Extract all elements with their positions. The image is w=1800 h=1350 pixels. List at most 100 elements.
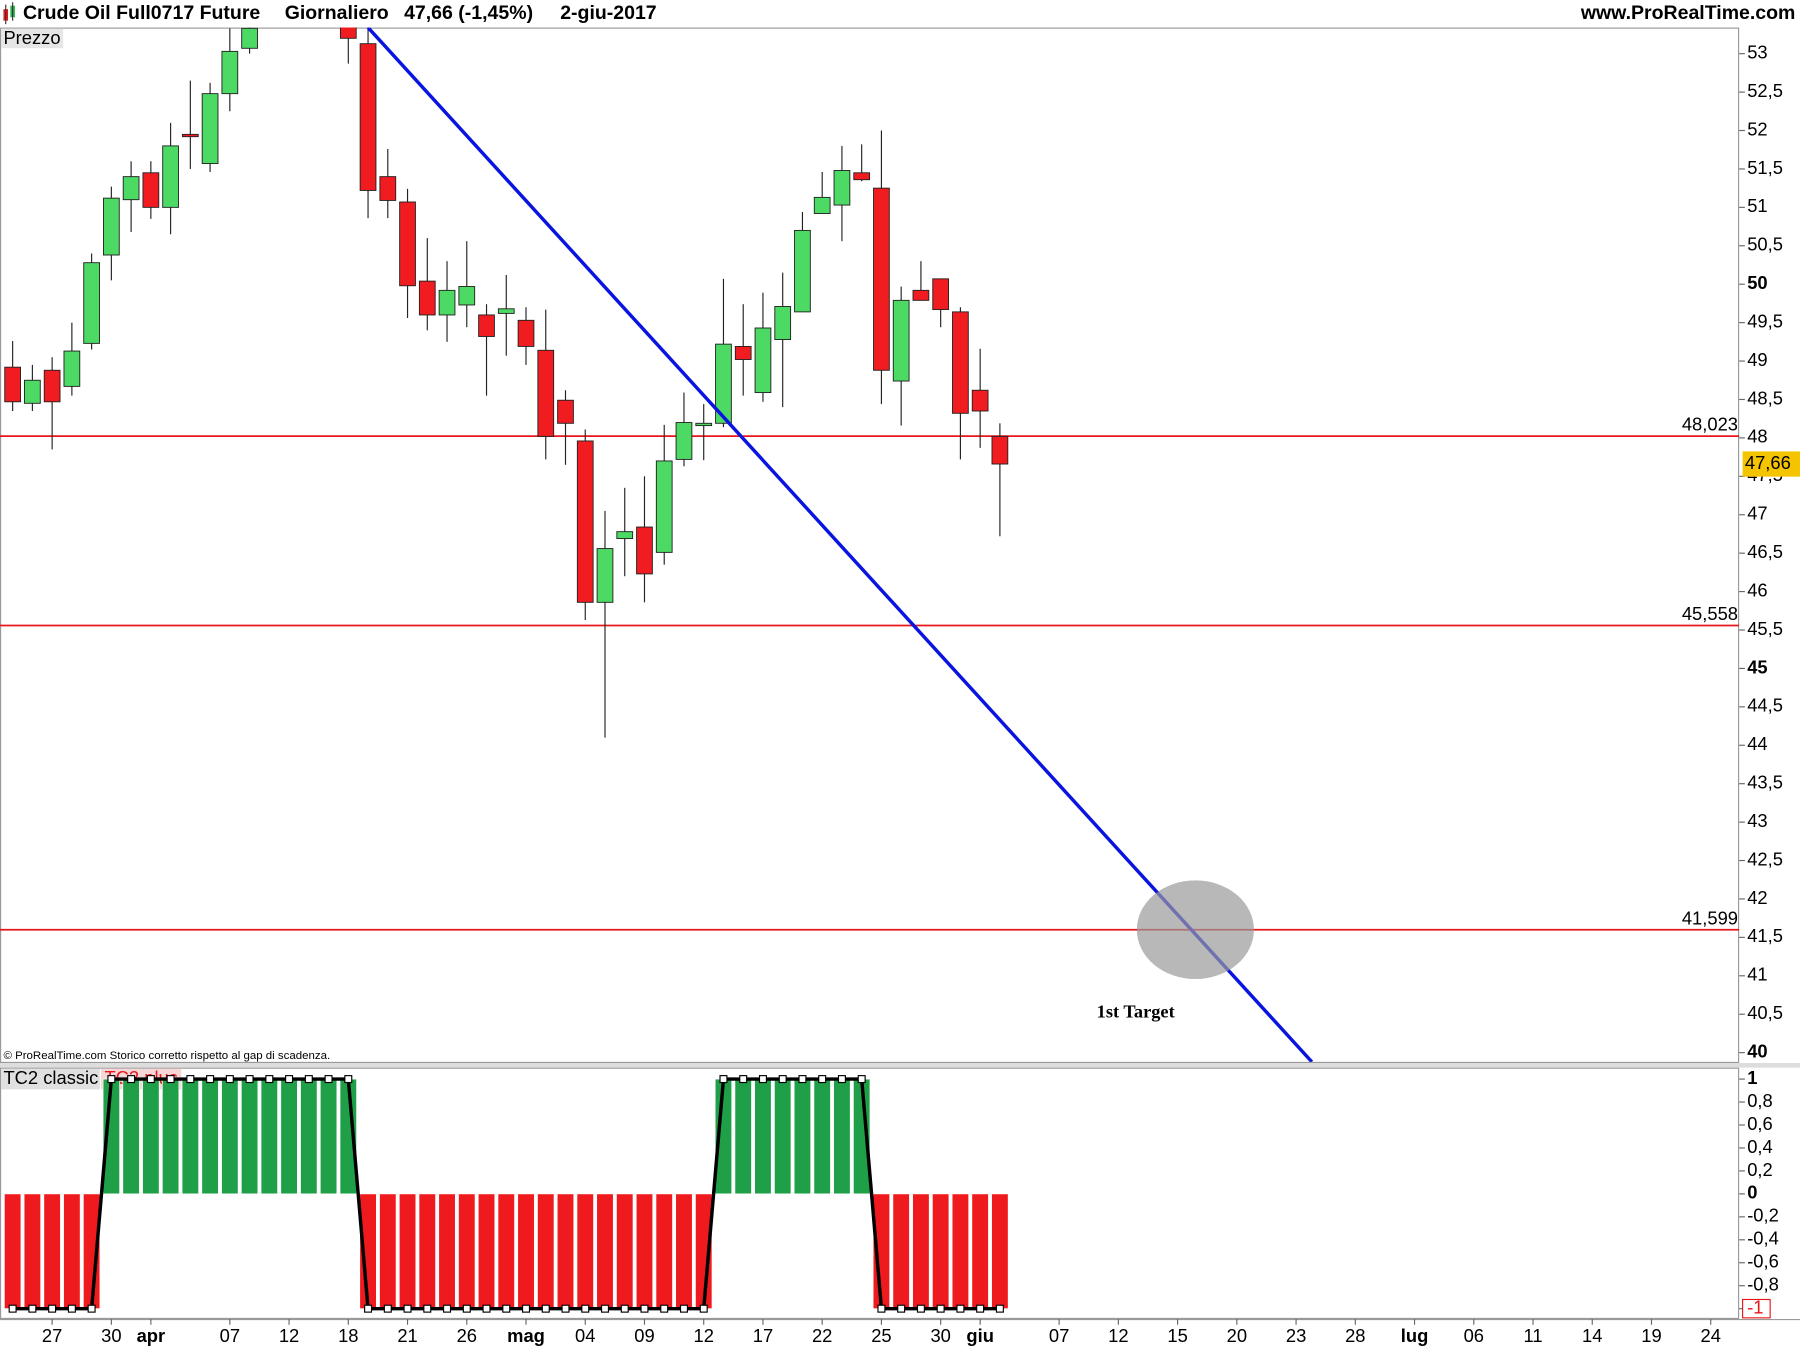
price-frame [0,27,1740,1064]
y-tick-label: 42,5 [1747,848,1783,869]
indicator-bar [892,1193,910,1310]
y-tick-label: 0,2 [1747,1159,1773,1180]
candle-body [142,172,160,208]
indicator-bar [280,1078,298,1195]
candle-body [399,201,416,287]
indicator-point [67,1304,76,1313]
indicator-bar [754,1078,772,1195]
indicator-point [285,1075,294,1084]
x-tick-label: 04 [575,1325,595,1346]
indicator-point [561,1304,570,1313]
indicator-bar [418,1193,436,1310]
candle-body [4,366,21,403]
indicator-point [818,1075,827,1084]
indicator-bar [655,1193,673,1310]
panel-label-bg [1,1068,100,1090]
panel-splitter[interactable] [0,1063,1800,1068]
y-tick-label: 44 [1747,733,1767,754]
indicator-bar [813,1078,831,1195]
indicator-point [521,1304,531,1313]
candle-body [813,196,831,214]
x-tick-label: 21 [397,1325,417,1346]
x-tick-label: 27 [42,1325,62,1346]
indicator-point [186,1075,195,1084]
indicator-bar [221,1078,239,1195]
indicator-point [8,1304,17,1313]
indicator-bar [793,1078,812,1195]
period: Giornaliero [285,2,389,24]
candle-body [932,278,950,311]
indicator-point [403,1304,412,1313]
y-tick-label: -0,6 [1747,1251,1779,1272]
footer-note: © ProRealTime.com Storico corretto rispe… [3,1050,330,1062]
x-tick-label: lug [1401,1325,1429,1346]
indicator-bar [991,1193,1009,1310]
indicator-bar [379,1193,397,1310]
indicator-bar [951,1193,970,1310]
x-tick-label: 23 [1286,1325,1306,1346]
candle-body [616,531,634,540]
indicator-point [462,1304,471,1313]
indicator-bar [240,1078,259,1195]
candle-body [636,526,653,575]
y-tick-label: 0,8 [1747,1090,1773,1111]
x-tick-label: 15 [1167,1325,1187,1346]
indicator-bar [675,1193,693,1310]
candle-body [162,145,179,208]
indicator-point [739,1075,748,1084]
x-tick-label: 07 [220,1325,240,1346]
indicator-bar [635,1193,654,1310]
level-label: 41,599 [1682,907,1738,928]
candle-body [695,422,713,427]
indicator-point [225,1075,234,1084]
indicator-bar [477,1193,496,1310]
target-label: 1st Target [1097,1002,1176,1022]
indicator-point [304,1075,313,1084]
indicator-title[interactable]: TC2 classic [3,1067,98,1088]
x-tick-label: 25 [871,1325,891,1346]
indicator-point [719,1075,728,1084]
indicator-bar [517,1193,535,1310]
y-tick-label: 50 [1747,272,1767,293]
x-tick-label: 14 [1582,1325,1602,1346]
y-tick-label: -0,2 [1747,1205,1779,1226]
target-zone [1136,880,1254,980]
y-tick-label: 43,5 [1747,772,1783,793]
candle-body [873,187,890,371]
x-tick-label: 12 [279,1325,299,1346]
indicator-bar [319,1078,338,1195]
site[interactable]: www.ProRealTime.com [1580,2,1796,24]
indicator-bar [201,1078,219,1195]
candle-body [991,435,1009,465]
x-tick-label: 18 [338,1325,358,1346]
indicator-plot [3,1075,1009,1313]
indicator-point [857,1075,866,1084]
indicator-point [48,1304,57,1313]
y-tick-label: 49 [1747,349,1767,370]
date: 2-giu-2017 [560,2,656,24]
indicator-bar [497,1193,515,1310]
y-tick-label: 40,5 [1747,1002,1783,1023]
indicator-bar [774,1078,792,1195]
y-tick-label: 41 [1747,964,1767,985]
candle-body [892,299,910,382]
candle-body [912,289,930,301]
indicator-point [778,1075,787,1084]
indicator-bar [556,1193,575,1310]
candle-body [63,350,81,387]
y-tick-label: 50,5 [1747,234,1783,255]
indicator-point [916,1304,925,1313]
indicator-bar [398,1193,417,1310]
y-tick-label: 48,5 [1747,387,1783,408]
candle-body [833,170,851,206]
indicator-bar [596,1193,614,1310]
indicator-point [344,1075,353,1084]
y-tick-label: 45 [1747,656,1767,677]
x-tick-label: 09 [634,1325,654,1346]
candle-body [241,27,258,49]
indicator-point [364,1304,373,1313]
candle-body [971,389,989,412]
x-tick-label: 30 [101,1325,121,1346]
